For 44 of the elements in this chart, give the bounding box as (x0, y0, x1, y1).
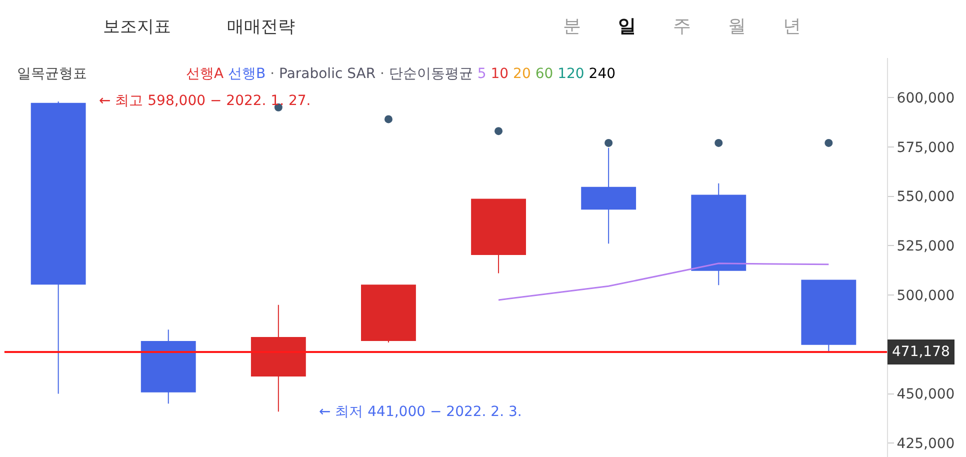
text: 보조지표 (103, 17, 171, 37)
annotation: · (380, 66, 384, 82)
candlestick (471, 198, 526, 274)
legend-label: 선행A (186, 66, 224, 82)
y-tick-label: 500,000 (896, 288, 955, 304)
text: 분 (563, 16, 581, 37)
text: 5 (477, 66, 486, 82)
candlestick (140, 329, 196, 404)
text: 매매전략 (227, 17, 295, 37)
point (824, 138, 833, 147)
y-tick-label: 550,000 (896, 189, 955, 206)
annotation: 단순이동평균 (388, 66, 473, 82)
text: 월 (728, 16, 746, 37)
candlestick (250, 304, 306, 412)
candlestick (30, 100, 86, 394)
y-tick-label: 450,000 (896, 386, 955, 403)
y-tick-label: 525,000 (896, 238, 955, 255)
ref-line-label: 471,178 (892, 344, 950, 360)
annotation: ← 최고 598,000 − 2022. 1. 27. (99, 93, 311, 109)
text: 년 (783, 16, 801, 37)
candlestick (361, 284, 416, 343)
text: 일 (618, 16, 636, 37)
y-tick-label: 425,000 (896, 436, 955, 452)
legend-label: 선행B (228, 66, 266, 82)
legend-label: 10 (490, 66, 509, 82)
series-label: Parabolic SAR (279, 66, 376, 82)
legend-label: 20 (513, 66, 531, 82)
point (384, 115, 392, 124)
point (604, 138, 613, 147)
text: 주 (673, 16, 691, 37)
annotation: · (270, 66, 275, 82)
point (714, 138, 723, 147)
y-tick-label: 575,000 (896, 140, 955, 156)
annotation: 일목균형표 (17, 66, 87, 82)
y-tick-label: 600,000 (896, 90, 955, 106)
annotation: ← 최저 441,000 − 2022. 2. 3. (319, 404, 522, 420)
line-series (498, 262, 830, 301)
legend-label: 60 (535, 66, 554, 82)
legend-label: 240 (588, 66, 616, 82)
point (494, 127, 503, 136)
candlestick (801, 280, 856, 353)
legend-label: 120 (558, 66, 584, 82)
candlestick (691, 182, 746, 286)
candlestick (581, 147, 636, 244)
